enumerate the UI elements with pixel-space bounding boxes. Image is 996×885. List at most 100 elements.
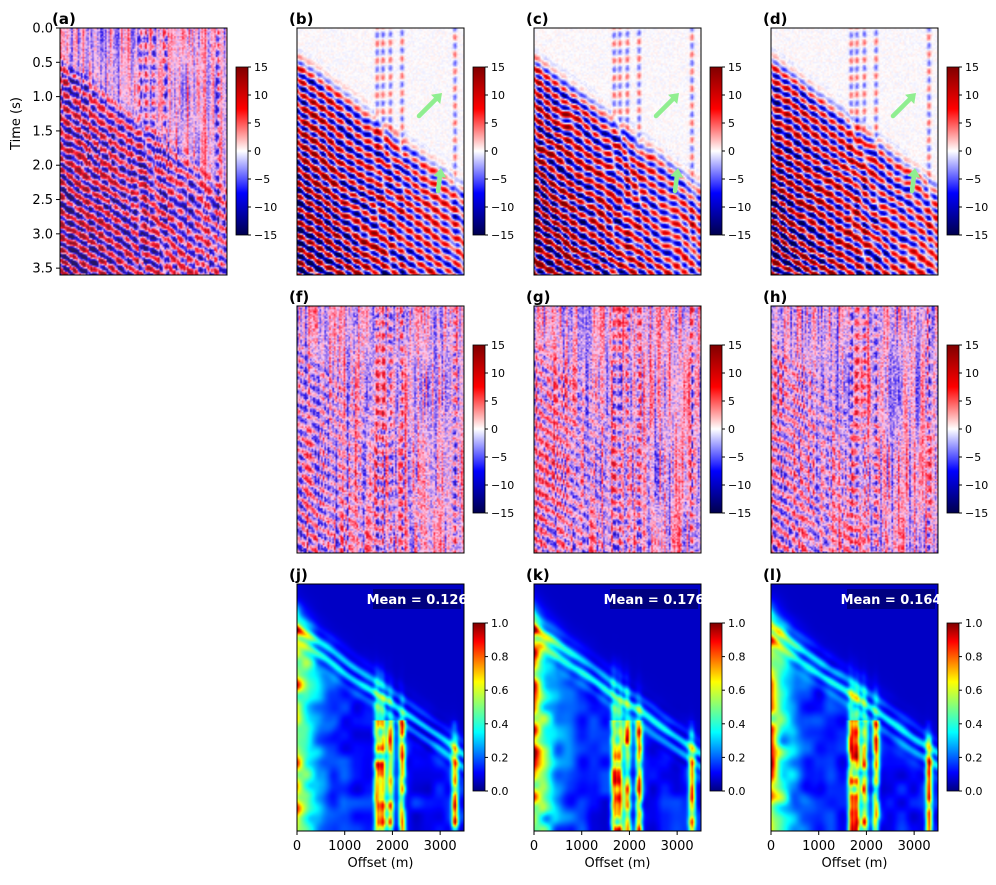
colorbar-tick-label-a-4: −5	[254, 173, 270, 186]
colorbar-tick-label-a-0: 15	[254, 61, 268, 74]
colorbar-tick-label-h-2: 5	[965, 395, 972, 408]
colorbar-tick-label-k-0: 1.0	[728, 617, 746, 630]
colorbar-tick-label-j-4: 0.2	[491, 751, 509, 764]
y-tick-label-1: 0.5	[32, 56, 53, 71]
colorbar-tick-label-d-0: 15	[965, 61, 979, 74]
colorbar-frame-j	[472, 622, 486, 792]
colorbar-tick-label-c-3: 0	[728, 145, 735, 158]
colorbar-c	[710, 67, 722, 235]
colorbar-k	[710, 623, 722, 791]
colorbar-tick-label-g-4: −5	[728, 451, 744, 464]
colorbar-tick-label-k-1: 0.8	[728, 651, 746, 664]
colorbar-tick-label-c-4: −5	[728, 173, 744, 186]
colorbar-tick-label-f-1: 10	[491, 367, 505, 380]
axes-frame-j	[296, 583, 465, 832]
y-tick-label-7: 3.5	[32, 262, 53, 277]
colorbar-h	[947, 345, 959, 513]
colorbar-tick-label-h-0: 15	[965, 339, 979, 352]
colorbar-tick-label-c-2: 5	[728, 117, 735, 130]
colorbar-tick-label-b-5: −10	[491, 201, 514, 214]
x-tick-label-k-1: 1000	[565, 839, 598, 854]
x-axis-label-l: Offset (m)	[822, 856, 888, 871]
colorbar-tick-label-b-0: 15	[491, 61, 505, 74]
colorbar-f	[473, 345, 485, 513]
y-tick-label-6: 3.0	[32, 227, 53, 242]
colorbar-tick-label-k-5: 0.0	[728, 785, 746, 798]
panel-k: (k) Mean = 0.176 0 1000 2000 3000 Offset (m) 1.…	[526, 566, 746, 871]
colorbar-tick-label-d-1: 10	[965, 89, 979, 102]
colorbar-tick-label-a-1: 10	[254, 89, 268, 102]
heatmap-image-a	[60, 28, 227, 275]
panel-l: (l) Mean = 0.164 0 1000 2000 3000 Offset (m) 1.…	[763, 566, 983, 871]
x-tick-label-j-3: 3000	[424, 839, 457, 854]
panel-label-a: (a)	[52, 10, 76, 28]
colorbar-tick-label-d-5: −10	[965, 201, 988, 214]
colorbar-tick-label-f-3: 0	[491, 423, 498, 436]
mean-badge-k	[610, 589, 698, 609]
heatmap-image-g	[534, 306, 701, 553]
heatmap-image-c	[534, 28, 701, 275]
x-tick-label-l-3: 3000	[898, 839, 931, 854]
mean-badge-l	[847, 589, 935, 609]
x-tick-label-l-2: 2000	[850, 839, 883, 854]
x-tick-label-j-0: 0	[293, 839, 301, 854]
panel-label-l: (l)	[763, 566, 782, 584]
heatmap-image-b	[297, 28, 464, 275]
y-axis-label: Time (s)	[9, 97, 24, 151]
panel-label-f: (f)	[289, 288, 309, 306]
colorbar-tick-label-f-5: −10	[491, 479, 514, 492]
annotation-arrow-upper-b	[416, 93, 442, 119]
colorbar-tick-label-l-5: 0.0	[965, 785, 983, 798]
colorbar-tick-label-d-4: −5	[965, 173, 981, 186]
mean-value-l: Mean = 0.164	[841, 593, 942, 608]
axes-frame-a	[59, 27, 228, 276]
x-axis-label-k: Offset (m)	[585, 856, 651, 871]
colorbar-tick-label-f-4: −5	[491, 451, 507, 464]
colorbar-l	[947, 623, 959, 791]
colorbar-tick-label-g-2: 5	[728, 395, 735, 408]
colorbar-tick-label-g-1: 10	[728, 367, 742, 380]
colorbar-tick-label-b-3: 0	[491, 145, 498, 158]
colorbar-tick-label-c-5: −10	[728, 201, 751, 214]
colorbar-tick-label-b-1: 10	[491, 89, 505, 102]
colorbar-frame-k	[709, 622, 723, 792]
colorbar-tick-label-j-2: 0.6	[491, 684, 509, 697]
colorbar-tick-label-l-3: 0.4	[965, 718, 983, 731]
axes-frame-f	[296, 305, 465, 554]
colorbar-tick-label-k-3: 0.4	[728, 718, 746, 731]
y-tick-label-4: 2.0	[32, 159, 53, 174]
colorbar-tick-label-h-1: 10	[965, 367, 979, 380]
colorbar-tick-label-k-4: 0.2	[728, 751, 746, 764]
panel-label-j: (j)	[289, 566, 308, 584]
colorbar-tick-label-b-4: −5	[491, 173, 507, 186]
colorbar-tick-label-h-4: −5	[965, 451, 981, 464]
axes-frame-c	[533, 27, 702, 276]
colorbar-tick-label-j-0: 1.0	[491, 617, 509, 630]
colorbar-tick-label-f-0: 15	[491, 339, 505, 352]
y-tick-label-0: 0.0	[32, 22, 53, 37]
annotation-arrow-lower-c	[670, 168, 684, 194]
x-tick-label-k-0: 0	[530, 839, 538, 854]
heatmap-image-k	[534, 584, 701, 831]
colorbar-tick-label-h-5: −10	[965, 479, 988, 492]
annotation-arrow-upper-c	[653, 93, 679, 119]
colorbar-a	[236, 67, 248, 235]
colorbar-tick-label-h-6: −15	[965, 507, 988, 520]
colorbar-frame-l	[946, 622, 960, 792]
x-axis-label-j: Offset (m)	[348, 856, 414, 871]
colorbar-tick-label-a-5: −10	[254, 201, 277, 214]
panels-layer: (a) Time (s) 0.0 0.5 1.0 1.5 2.0 2.5 3.0 3.5 15 10 5…	[9, 10, 988, 871]
colorbar-tick-label-f-2: 5	[491, 395, 498, 408]
axes-frame-l	[770, 583, 939, 832]
heatmap-image-d	[771, 28, 938, 275]
panel-label-k: (k)	[526, 566, 550, 584]
colorbar-tick-label-c-0: 15	[728, 61, 742, 74]
axes-frame-g	[533, 305, 702, 554]
panel-label-h: (h)	[763, 288, 787, 306]
colorbar-tick-label-j-5: 0.0	[491, 785, 509, 798]
mean-badge-j	[373, 589, 461, 609]
axes-frame-b	[296, 27, 465, 276]
panel-a: (a) Time (s) 0.0 0.5 1.0 1.5 2.0 2.5 3.0 3.5 15 10 5…	[9, 10, 277, 277]
colorbar-tick-label-c-1: 10	[728, 89, 742, 102]
